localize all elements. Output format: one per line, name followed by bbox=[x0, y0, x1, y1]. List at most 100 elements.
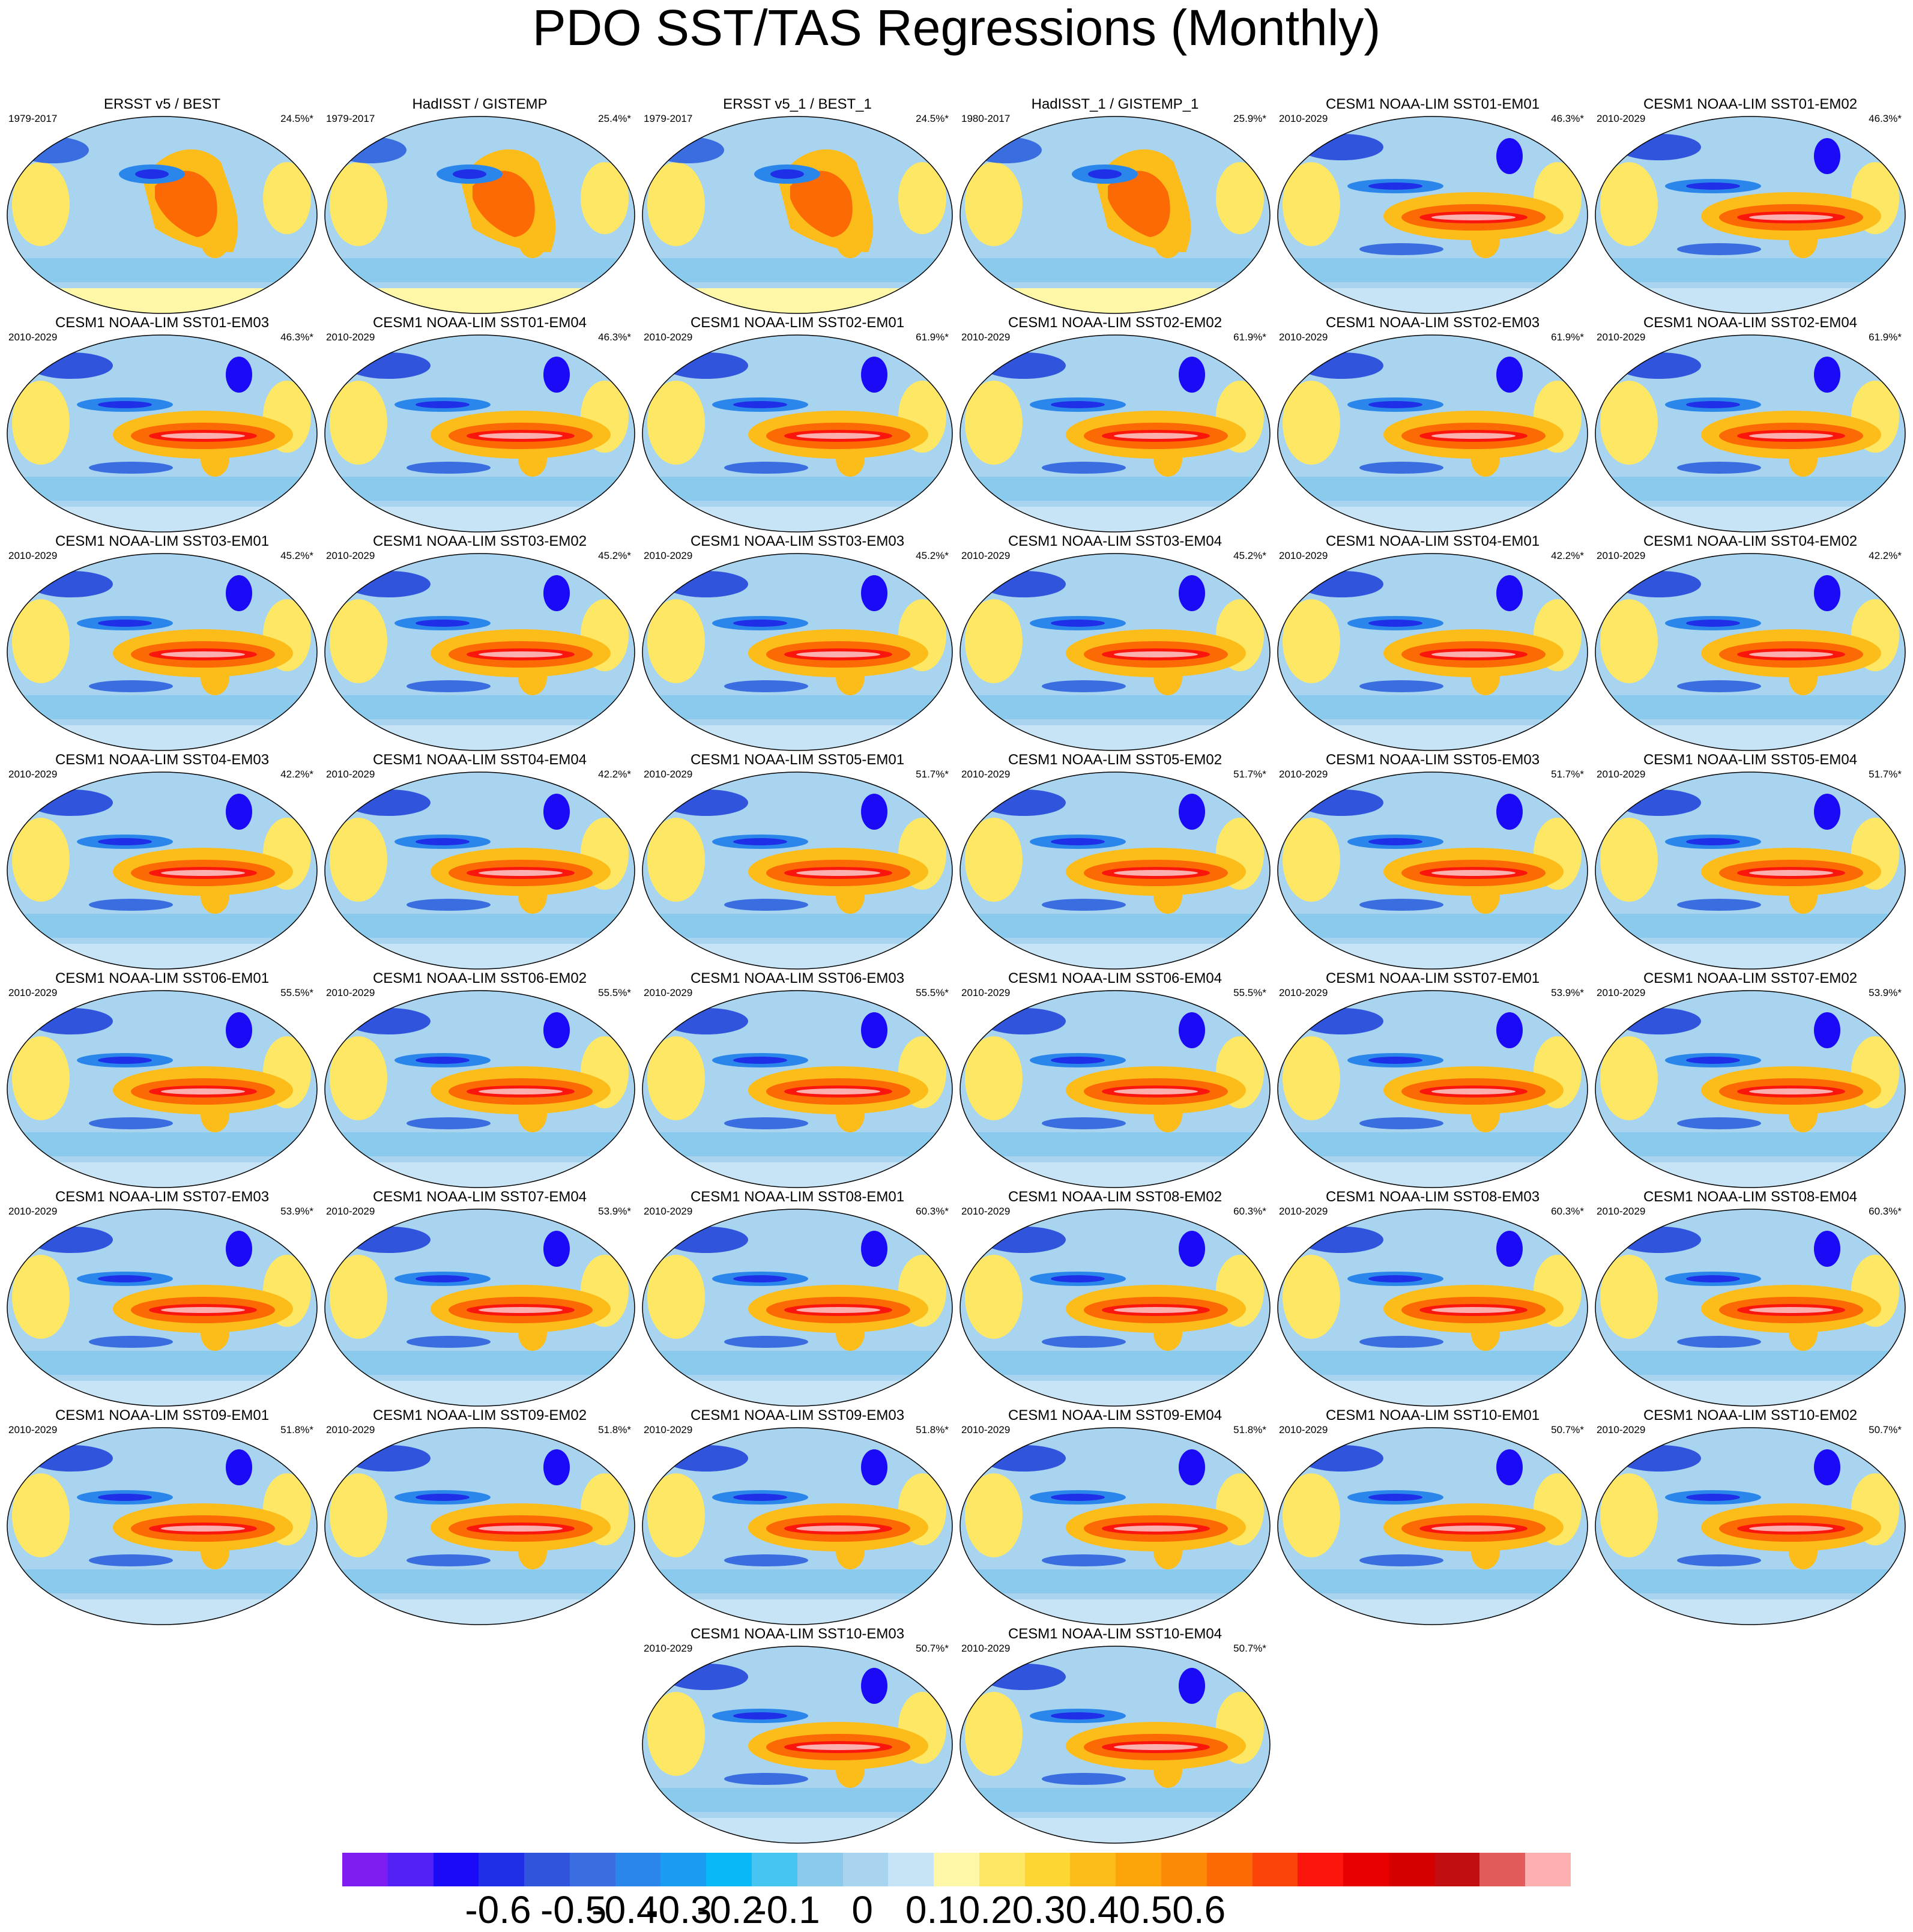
map-panel: CESM1 NOAA-LIM SST09-EM04 2010-2029 51.8%* bbox=[958, 1407, 1272, 1627]
regression-map bbox=[1595, 771, 1906, 970]
panel-percent: 60.3%* bbox=[916, 1206, 949, 1217]
panel-years: 2010-2029 bbox=[8, 1206, 58, 1217]
map-panel: CESM1 NOAA-LIM SST10-EM01 2010-2029 50.7%* bbox=[1275, 1407, 1590, 1627]
map-panel: CESM1 NOAA-LIM SST06-EM02 2010-2029 55.5%* bbox=[322, 970, 637, 1190]
regression-map bbox=[324, 1427, 635, 1625]
map-panel: CESM1 NOAA-LIM SST01-EM02 2010-2029 46.3%* bbox=[1593, 96, 1908, 316]
regression-map bbox=[960, 990, 1271, 1188]
panel-years: 2010-2029 bbox=[961, 550, 1011, 561]
panel-years: 1979-2017 bbox=[8, 113, 58, 124]
panel-title: CESM1 NOAA-LIM SST10-EM02 bbox=[1643, 1407, 1858, 1423]
panel-years: 2010-2029 bbox=[8, 768, 58, 780]
panel-percent: 42.2%* bbox=[1869, 550, 1902, 561]
regression-map bbox=[960, 1427, 1271, 1625]
panel-title: CESM1 NOAA-LIM SST06-EM04 bbox=[1008, 970, 1222, 986]
colorbar-tick-label: -0.2 bbox=[697, 1888, 763, 1931]
map-panel: CESM1 NOAA-LIM SST05-EM01 2010-2029 51.7%* bbox=[640, 752, 955, 971]
colorbar-tick-label: 0 bbox=[851, 1888, 874, 1931]
colorbar-cell bbox=[979, 1853, 1026, 1886]
panel-percent: 61.9%* bbox=[1233, 331, 1266, 343]
map-panel: CESM1 NOAA-LIM SST02-EM02 2010-2029 61.9%* bbox=[958, 315, 1272, 534]
panel-years: 2010-2029 bbox=[961, 987, 1011, 998]
panel-percent: 45.2%* bbox=[916, 550, 949, 561]
map-panel: CESM1 NOAA-LIM SST07-EM03 2010-2029 53.9%* bbox=[5, 1189, 319, 1408]
panel-years: 2010-2029 bbox=[1279, 987, 1328, 998]
panel-years: 2010-2029 bbox=[961, 1206, 1011, 1217]
colorbar-cell bbox=[342, 1853, 388, 1886]
regression-map bbox=[7, 1427, 318, 1625]
colorbar-cell bbox=[934, 1853, 980, 1886]
panel-title: CESM1 NOAA-LIM SST04-EM04 bbox=[372, 752, 587, 768]
colorbar-tick-label: 0.6 bbox=[1172, 1888, 1226, 1931]
panel-title: CESM1 NOAA-LIM SST08-EM04 bbox=[1643, 1189, 1858, 1205]
panel-title: CESM1 NOAA-LIM SST02-EM02 bbox=[1008, 315, 1222, 331]
panel-years: 2010-2029 bbox=[644, 987, 693, 998]
panel-years: 2010-2029 bbox=[8, 987, 58, 998]
colorbar-cell bbox=[1343, 1853, 1389, 1886]
panel-percent: 45.2%* bbox=[598, 550, 631, 561]
panel-years: 2010-2029 bbox=[1279, 1424, 1328, 1435]
panel-title: CESM1 NOAA-LIM SST02-EM01 bbox=[690, 315, 905, 331]
map-panel: CESM1 NOAA-LIM SST03-EM03 2010-2029 45.2%* bbox=[640, 533, 955, 753]
panel-years: 2010-2029 bbox=[1597, 331, 1646, 343]
page-title: PDO SST/TAS Regressions (Monthly) bbox=[532, 0, 1381, 56]
panel-title: CESM1 NOAA-LIM SST04-EM02 bbox=[1643, 533, 1858, 549]
panel-years: 2010-2029 bbox=[1597, 1206, 1646, 1217]
map-panel: CESM1 NOAA-LIM SST08-EM02 2010-2029 60.3%* bbox=[958, 1189, 1272, 1408]
panel-years: 2010-2029 bbox=[326, 550, 375, 561]
regression-map bbox=[324, 553, 635, 751]
panel-title: CESM1 NOAA-LIM SST01-EM03 bbox=[55, 315, 270, 331]
panel-years: 2010-2029 bbox=[1597, 987, 1646, 998]
regression-map bbox=[642, 1646, 953, 1844]
panel-years: 2010-2029 bbox=[961, 768, 1011, 780]
map-panel: CESM1 NOAA-LIM SST01-EM03 2010-2029 46.3%* bbox=[5, 315, 319, 534]
map-panel: CESM1 NOAA-LIM SST07-EM04 2010-2029 53.9%* bbox=[322, 1189, 637, 1408]
panel-years: 1979-2017 bbox=[644, 113, 693, 124]
map-panel: CESM1 NOAA-LIM SST07-EM01 2010-2029 53.9%* bbox=[1275, 970, 1590, 1190]
regression-map bbox=[960, 116, 1271, 314]
map-panel: CESM1 NOAA-LIM SST04-EM01 2010-2029 42.2%* bbox=[1275, 533, 1590, 753]
panel-percent: 50.7%* bbox=[916, 1643, 949, 1654]
colorbar-cell bbox=[660, 1853, 707, 1886]
panel-title: CESM1 NOAA-LIM SST03-EM01 bbox=[55, 533, 270, 549]
map-panel: CESM1 NOAA-LIM SST08-EM01 2010-2029 60.3%* bbox=[640, 1189, 955, 1408]
panel-title: CESM1 NOAA-LIM SST08-EM03 bbox=[1325, 1189, 1540, 1205]
panel-percent: 42.2%* bbox=[598, 768, 631, 780]
colorbar-cell bbox=[1388, 1853, 1435, 1886]
regression-map bbox=[642, 1209, 953, 1407]
panel-years: 2010-2029 bbox=[326, 1206, 375, 1217]
panel-years: 2010-2029 bbox=[644, 550, 693, 561]
panel-title: CESM1 NOAA-LIM SST08-EM01 bbox=[690, 1189, 905, 1205]
panel-years: 2010-2029 bbox=[644, 1643, 693, 1654]
panel-percent: 42.2%* bbox=[280, 768, 313, 780]
colorbar-cell bbox=[752, 1853, 798, 1886]
colorbar-cell bbox=[433, 1853, 479, 1886]
panel-years: 2010-2029 bbox=[8, 331, 58, 343]
regression-map bbox=[1595, 1209, 1906, 1407]
panel-years: 2010-2029 bbox=[644, 331, 693, 343]
panel-title: CESM1 NOAA-LIM SST01-EM02 bbox=[1643, 96, 1858, 112]
map-panel: CESM1 NOAA-LIM SST07-EM02 2010-2029 53.9%* bbox=[1593, 970, 1908, 1190]
map-panel: CESM1 NOAA-LIM SST03-EM01 2010-2029 45.2%* bbox=[5, 533, 319, 753]
panel-title: CESM1 NOAA-LIM SST06-EM03 bbox=[690, 970, 905, 986]
panel-percent: 55.5%* bbox=[598, 987, 631, 998]
panel-percent: 51.8%* bbox=[1233, 1424, 1266, 1435]
map-panel: CESM1 NOAA-LIM SST05-EM02 2010-2029 51.7%* bbox=[958, 752, 1272, 971]
panel-years: 2010-2029 bbox=[8, 1424, 58, 1435]
panel-percent: 45.2%* bbox=[280, 550, 313, 561]
panel-percent: 50.7%* bbox=[1551, 1424, 1584, 1435]
panel-percent: 60.3%* bbox=[1551, 1206, 1584, 1217]
panel-title: ERSST v5_1 / BEST_1 bbox=[723, 96, 872, 112]
colorbar-tick-label: 0.3 bbox=[1012, 1888, 1066, 1931]
regression-map bbox=[1595, 116, 1906, 314]
panel-percent: 55.5%* bbox=[916, 987, 949, 998]
panel-years: 2010-2029 bbox=[1279, 1206, 1328, 1217]
regression-map bbox=[7, 334, 318, 533]
panel-years: 2010-2029 bbox=[1597, 768, 1646, 780]
regression-map bbox=[1595, 1427, 1906, 1625]
regression-map bbox=[7, 771, 318, 970]
regression-map bbox=[1277, 1427, 1588, 1625]
regression-map bbox=[1595, 553, 1906, 751]
regression-map bbox=[960, 553, 1271, 751]
